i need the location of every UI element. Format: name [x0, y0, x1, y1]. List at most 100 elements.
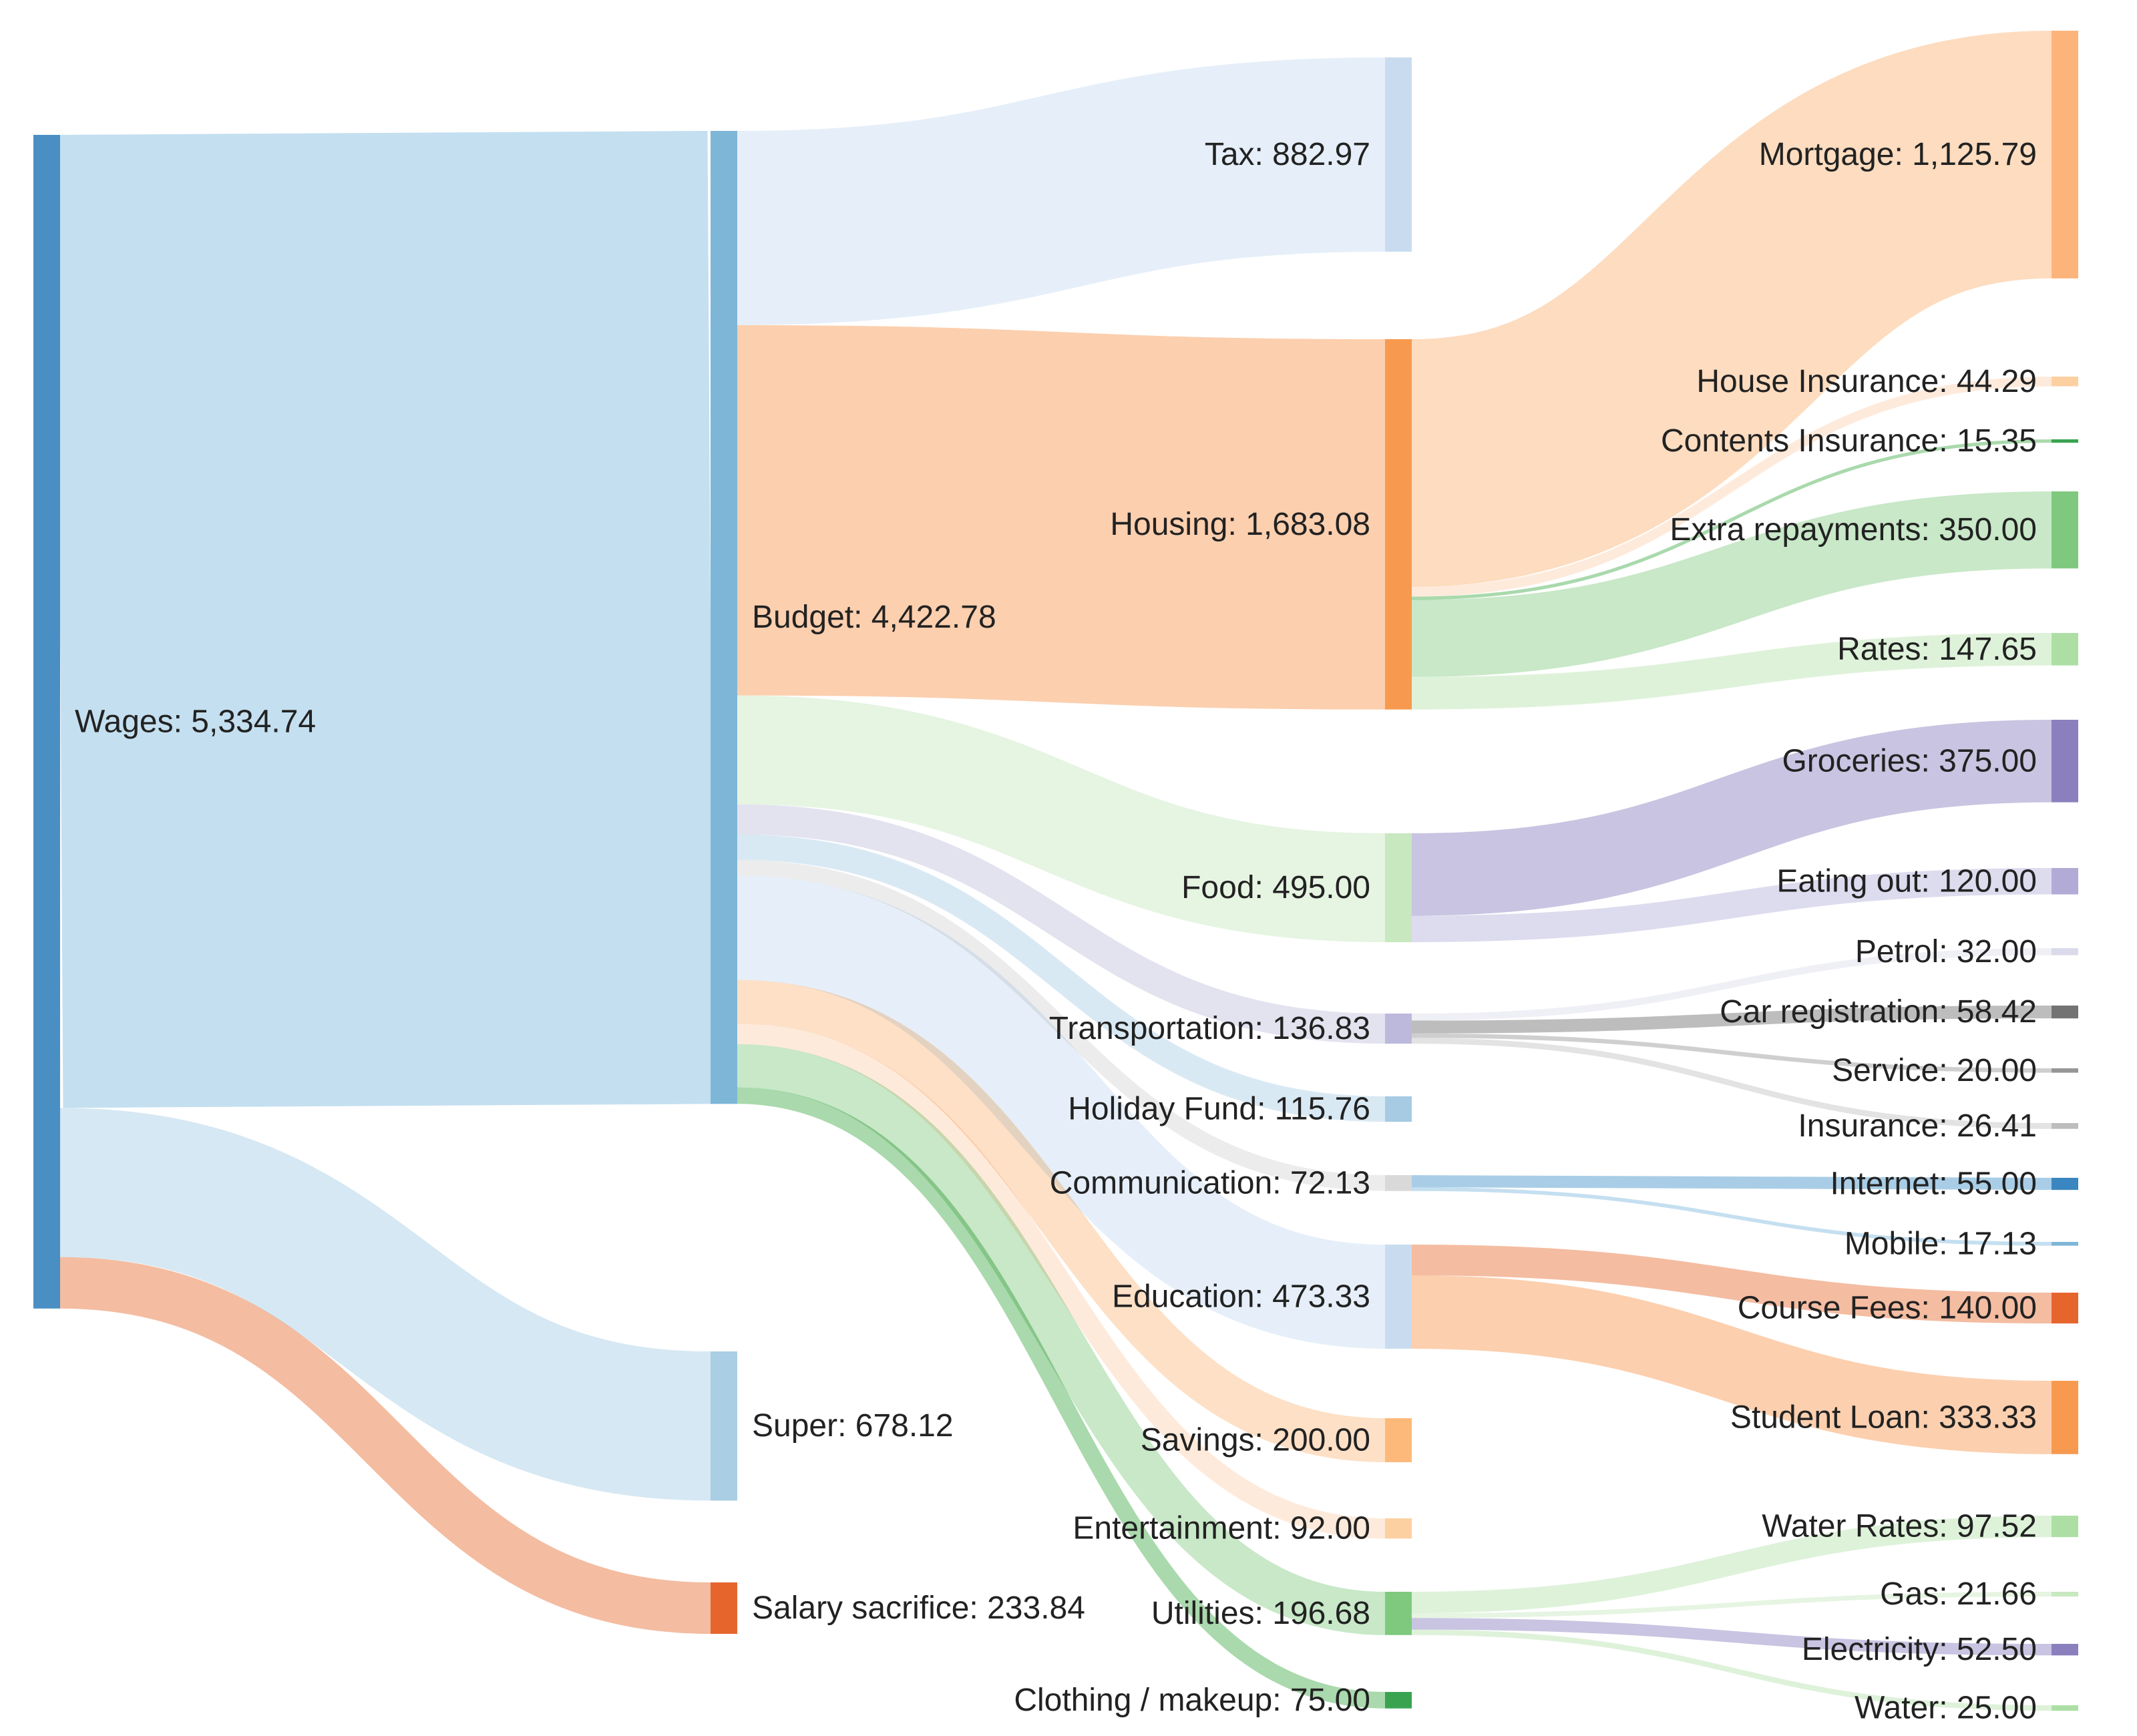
label-groceries: Groceries: 375.00 — [1782, 743, 2037, 779]
link-budget-to-tax — [737, 57, 1386, 325]
label-petrol: Petrol: 32.00 — [1855, 934, 2037, 969]
link-housing-to-extra_repayments — [1411, 491, 2052, 677]
label-mobile: Mobile: 17.13 — [1844, 1226, 2037, 1261]
node-mortgage — [2052, 31, 2078, 278]
node-water — [2052, 1705, 2078, 1711]
label-super: Super: 678.12 — [752, 1408, 954, 1444]
node-eating_out — [2052, 868, 2078, 895]
link-food-to-groceries — [1411, 719, 2052, 916]
node-service — [2052, 1068, 2078, 1073]
link-housing-to-rates — [1411, 632, 2052, 710]
label-house_insurance: House Insurance: 44.29 — [1696, 364, 2037, 399]
link-budget-to-education — [737, 875, 1386, 1349]
label-service: Service: 20.00 — [1832, 1053, 2037, 1088]
label-education: Education: 473.33 — [1112, 1279, 1370, 1314]
label-mortgage: Mortgage: 1,125.79 — [1759, 137, 2037, 172]
node-internet — [2052, 1178, 2078, 1190]
node-insurance — [2052, 1123, 2078, 1129]
node-savings — [1385, 1418, 1412, 1462]
node-gas — [2052, 1592, 2078, 1597]
label-budget: Budget: 4,422.78 — [752, 600, 996, 635]
node-budget — [711, 131, 737, 1104]
node-holiday_fund — [1385, 1096, 1412, 1122]
label-wages: Wages: 5,334.74 — [75, 704, 316, 739]
link-budget-to-utilities — [737, 1044, 1386, 1635]
link-budget-to-housing — [737, 324, 1386, 710]
link-education-to-student_loan — [1411, 1275, 2052, 1454]
link-communication-to-mobile — [1411, 1187, 2052, 1246]
sankey-labels: Wages: 5,334.74 Budget: 4,422.78 Super: 67… — [75, 137, 2037, 1726]
node-entertainment — [1385, 1518, 1412, 1539]
label-communication: Communication: 72.13 — [1050, 1165, 1370, 1201]
link-transportation-to-car_registration — [1411, 1005, 2052, 1034]
node-extra_repayments — [2052, 491, 2078, 569]
label-contents_insurance: Contents Insurance: 15.35 — [1661, 423, 2037, 459]
node-rates — [2052, 633, 2078, 666]
label-salary_sacrifice: Salary sacrifice: 233.84 — [752, 1590, 1085, 1626]
sankey-links — [59, 31, 2054, 1711]
link-utilities-to-electricity — [1411, 1618, 2052, 1656]
node-groceries — [2052, 720, 2078, 803]
link-housing-to-contents_insurance — [1411, 439, 2052, 600]
label-eating_out: Eating out: 120.00 — [1776, 863, 2037, 899]
link-wages-to-super — [59, 1108, 711, 1501]
link-budget-to-transportation — [737, 804, 1386, 1044]
node-housing — [1385, 339, 1412, 710]
link-budget-to-entertainment — [737, 1024, 1386, 1539]
label-student_loan: Student Loan: 333.33 — [1730, 1399, 2037, 1435]
node-clothing — [1385, 1692, 1412, 1709]
link-utilities-to-water_rates — [1411, 1516, 2052, 1614]
label-savings: Savings: 200.00 — [1141, 1422, 1370, 1458]
label-car_registration: Car registration: 58.42 — [1720, 994, 2037, 1030]
label-internet: Internet: 55.00 — [1830, 1166, 2037, 1202]
label-transportation: Transportation: 136.83 — [1049, 1011, 1370, 1046]
label-housing: Housing: 1,683.08 — [1110, 507, 1370, 542]
node-petrol — [2052, 948, 2078, 955]
label-insurance: Insurance: 26.41 — [1798, 1108, 2037, 1144]
link-housing-to-house_insurance — [1411, 377, 2052, 597]
label-utilities: Utilities: 196.68 — [1151, 1596, 1370, 1631]
node-utilities — [1385, 1592, 1412, 1635]
label-food: Food: 495.00 — [1181, 870, 1370, 905]
label-clothing: Clothing / makeup: 75.00 — [1014, 1683, 1370, 1718]
link-budget-to-clothing — [737, 1087, 1386, 1709]
node-wages — [33, 135, 60, 1309]
node-contents_insurance — [2052, 439, 2078, 443]
link-wages-to-salary_sacrifice — [59, 1257, 711, 1635]
label-water: Water: 25.00 — [1855, 1691, 2037, 1726]
node-super — [711, 1351, 737, 1501]
node-tax — [1385, 57, 1412, 252]
node-student_loan — [2052, 1381, 2078, 1454]
node-mobile — [2052, 1242, 2078, 1246]
label-electricity: Electricity: 52.50 — [1802, 1632, 2037, 1667]
label-gas: Gas: 21.66 — [1880, 1576, 2037, 1612]
label-extra_repayments: Extra repayments: 350.00 — [1670, 512, 2037, 548]
label-holiday_fund: Holiday Fund: 115.76 — [1068, 1092, 1370, 1127]
link-budget-to-food — [737, 695, 1386, 943]
node-salary_sacrifice — [711, 1582, 737, 1635]
node-communication — [1385, 1175, 1412, 1191]
link-utilities-to-gas — [1411, 1592, 2052, 1618]
node-course_fees — [2052, 1293, 2078, 1324]
node-food — [1385, 833, 1412, 943]
node-car_registration — [2052, 1006, 2078, 1019]
node-house_insurance — [2052, 377, 2078, 387]
link-budget-to-savings — [737, 980, 1386, 1462]
link-education-to-course_fees — [1411, 1244, 2052, 1324]
label-rates: Rates: 147.65 — [1837, 632, 2037, 667]
link-food-to-eating_out — [1411, 868, 2052, 943]
link-housing-to-mortgage — [1409, 31, 2054, 587]
link-budget-to-communication — [737, 859, 1386, 1191]
link-communication-to-internet — [1411, 1174, 2052, 1190]
node-water_rates — [2052, 1516, 2078, 1538]
link-budget-to-holiday_fund — [737, 834, 1386, 1122]
sankey-nodes — [33, 31, 2078, 1711]
node-electricity — [2052, 1644, 2078, 1656]
label-course_fees: Course Fees: 140.00 — [1738, 1291, 2037, 1326]
label-entertainment: Entertainment: 92.00 — [1073, 1511, 1370, 1546]
link-utilities-to-water — [1411, 1629, 2052, 1711]
link-transportation-to-petrol — [1411, 947, 2052, 1021]
link-transportation-to-service — [1411, 1033, 2052, 1073]
link-transportation-to-insurance — [1411, 1038, 2052, 1129]
